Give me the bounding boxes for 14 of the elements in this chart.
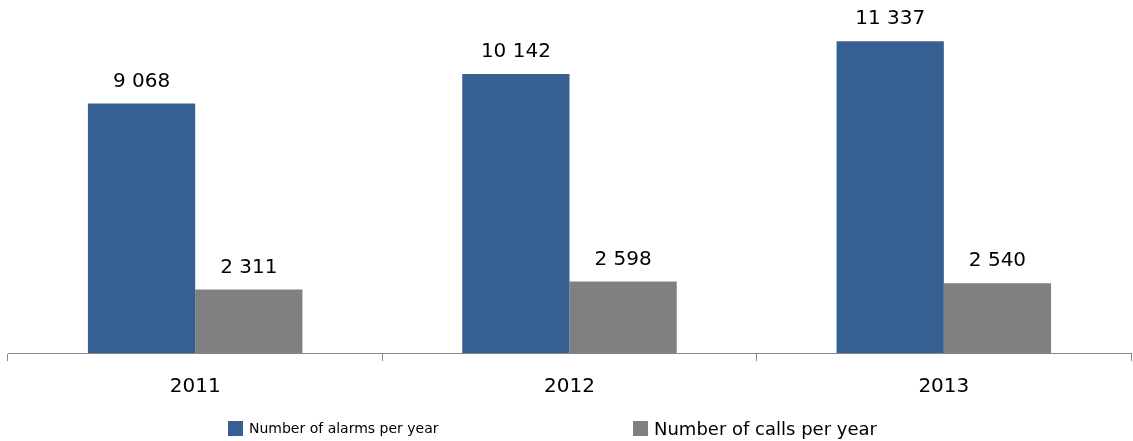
data-label: 2 540 — [968, 247, 1027, 272]
legend-label: Number of calls per year — [654, 417, 877, 439]
x-tick-label: 2011 — [169, 373, 221, 398]
data-label: 11 337 — [855, 5, 926, 30]
x-tick-label: 2013 — [918, 373, 970, 398]
legend-label: Number of alarms per year — [249, 420, 439, 436]
data-label: 2 311 — [220, 253, 278, 278]
bar — [836, 41, 944, 353]
x-tick-label: 2012 — [544, 373, 595, 398]
data-label: 10 142 — [480, 38, 551, 63]
data-label: 9 068 — [112, 67, 171, 92]
bar — [87, 103, 196, 353]
data-label: 2 598 — [594, 245, 652, 270]
bar — [462, 74, 570, 353]
